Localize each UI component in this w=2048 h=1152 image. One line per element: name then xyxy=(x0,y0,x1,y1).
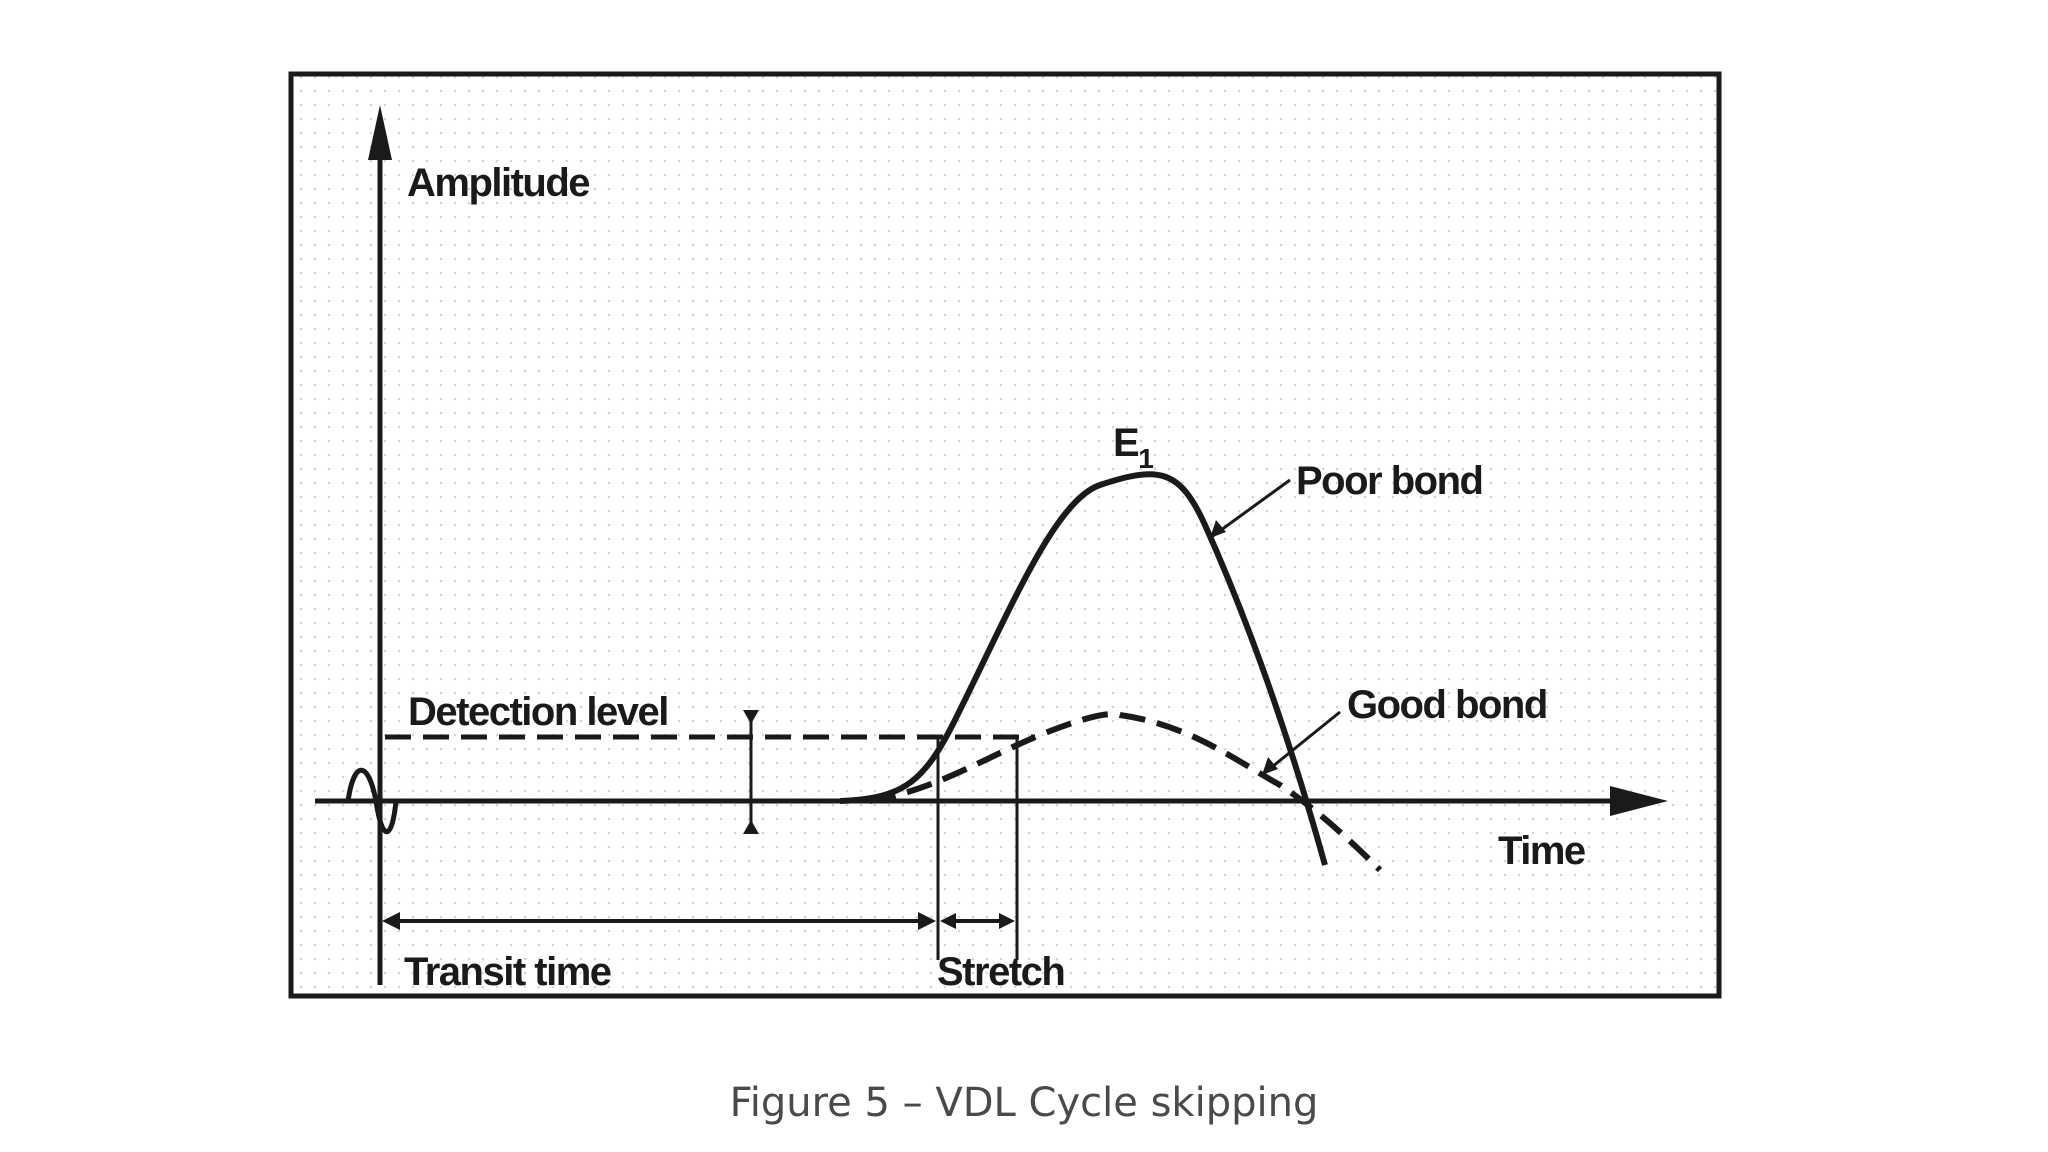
poor-bond-curve xyxy=(839,471,1328,866)
y-axis-label: Amplitude xyxy=(407,161,589,205)
poor-bond-leader xyxy=(1209,478,1291,540)
figure-frame xyxy=(288,71,1722,999)
x-axis xyxy=(315,786,1668,816)
x-axis-label: Time xyxy=(1498,829,1585,873)
y-axis xyxy=(368,105,392,985)
poor-bond-label: Poor bond xyxy=(1296,459,1482,503)
poor-bond-leader-arrow-icon xyxy=(1210,520,1226,538)
figure-caption: Figure 5 – VDL Cycle skipping xyxy=(729,1080,1319,1126)
transit-time-dimension xyxy=(382,912,936,930)
stretch-dimension xyxy=(940,913,1015,929)
transmit-pulse xyxy=(345,767,399,835)
good-bond-label: Good bond xyxy=(1347,683,1547,727)
peak-label: E1 xyxy=(1113,421,1153,474)
peak-subscript: 1 xyxy=(1138,443,1153,474)
good-bond-leader xyxy=(1261,710,1341,777)
good-bond-curve xyxy=(869,711,1383,873)
peak-letter: E xyxy=(1113,421,1139,465)
transit-time-label: Transit time xyxy=(404,950,611,994)
good-bond-leader-arrow-icon xyxy=(1262,757,1278,775)
stretch-label: Stretch xyxy=(937,950,1064,994)
detection-level-marker xyxy=(743,710,759,834)
y-axis-arrow-icon xyxy=(368,105,392,160)
detection-level-label: Detection level xyxy=(408,690,668,734)
x-axis-arrow-icon xyxy=(1610,786,1668,816)
